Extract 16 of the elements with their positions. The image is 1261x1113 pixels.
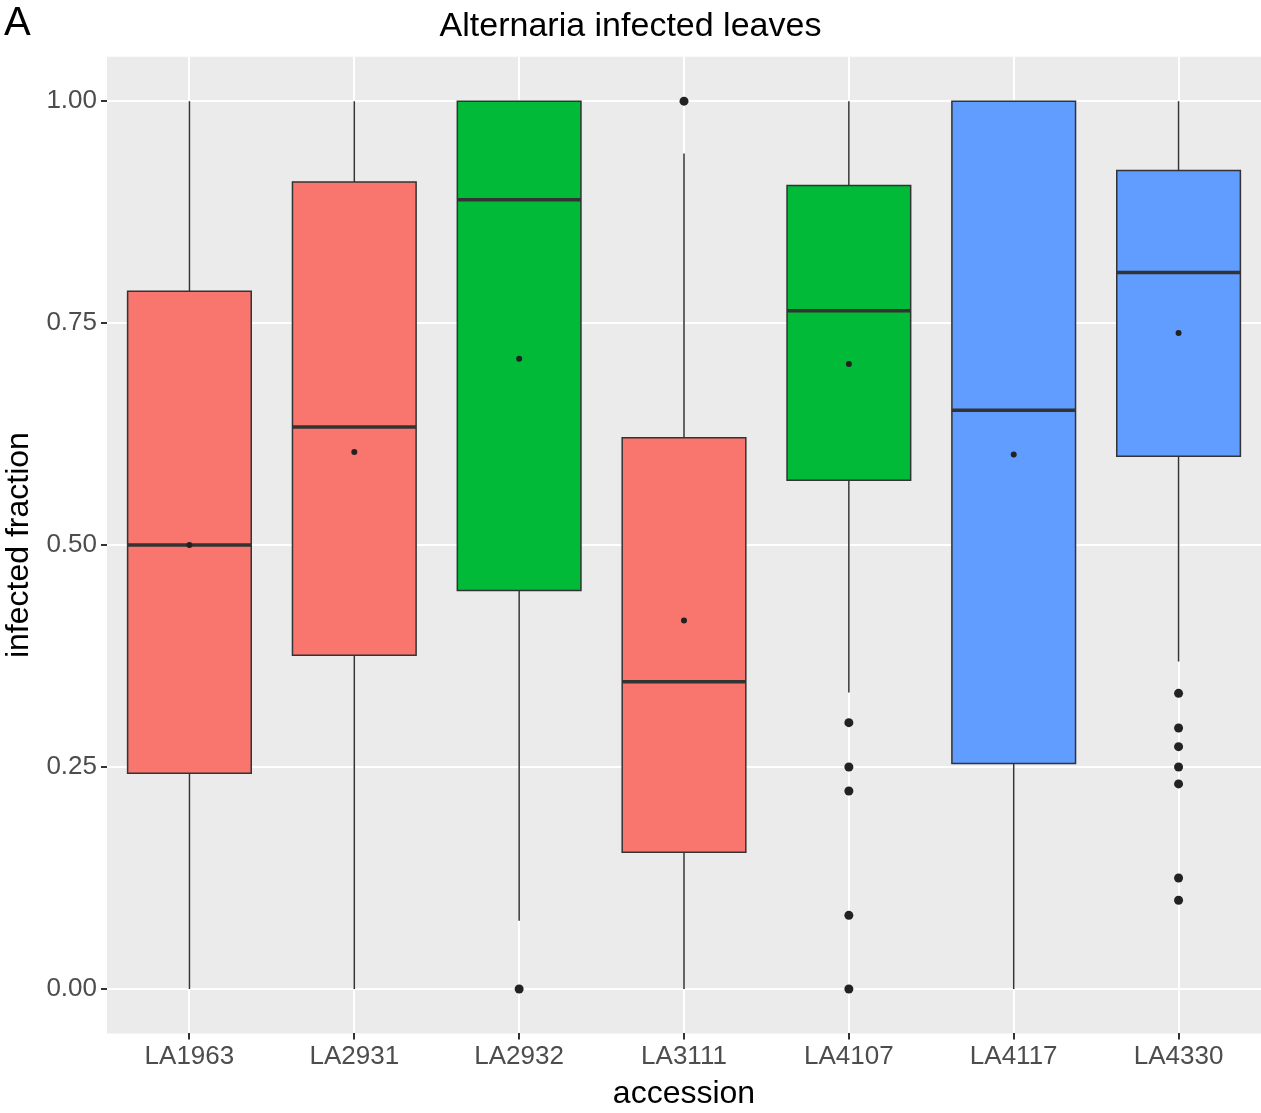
y-tick-label: 0.25 — [46, 750, 97, 781]
y-tick-label: 1.00 — [46, 84, 97, 115]
chart-title: Alternaria infected leaves — [439, 4, 822, 43]
y-tick-label: 0.50 — [46, 528, 97, 559]
x-tick-label: LA2931 — [309, 1040, 400, 1071]
x-tick-label: LA4107 — [804, 1040, 894, 1071]
x-axis-title: accession — [612, 1073, 756, 1110]
y-tick-label: 0.75 — [46, 306, 97, 337]
x-tick-label: LA1963 — [144, 1040, 235, 1071]
y-tick-label: 0.00 — [46, 972, 97, 1003]
y-axis-title: infected fraction — [0, 432, 36, 659]
x-tick-label: LA4330 — [1133, 1040, 1224, 1071]
x-tick-label: LA4117 — [969, 1040, 1058, 1071]
x-tick-label: LA3111 — [641, 1040, 727, 1071]
text: A — [4, 0, 31, 44]
x-tick-label: LA2932 — [474, 1040, 564, 1071]
